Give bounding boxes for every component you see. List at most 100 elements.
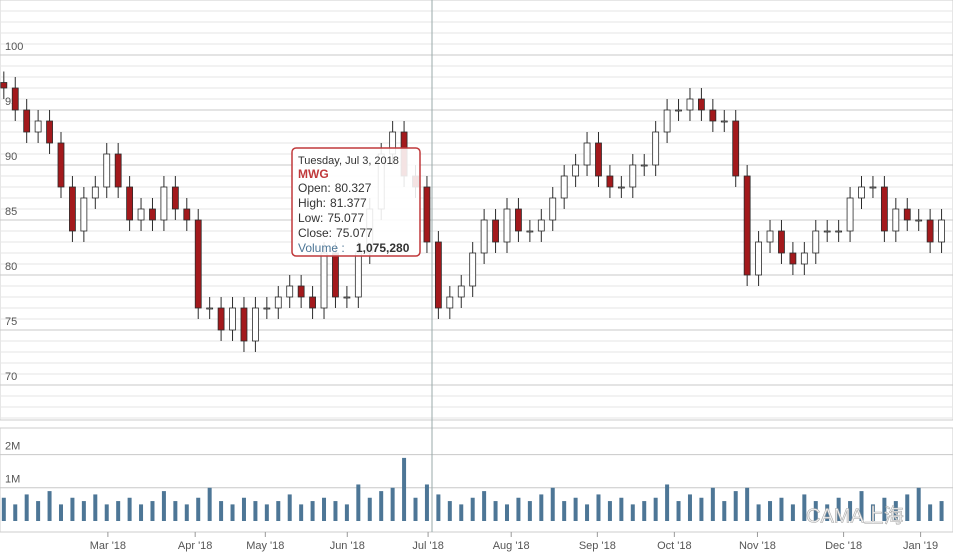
y2-tick-label: 1M: [5, 474, 20, 486]
volume-bar: [287, 494, 292, 521]
volume-bar: [539, 494, 544, 521]
tooltip-symbol: MWG: [298, 167, 329, 181]
x-tick-label: May '18: [246, 540, 284, 552]
volume-bar: [836, 497, 841, 521]
y2-tick-label: 2M: [5, 440, 20, 452]
tooltip-box: [291, 147, 421, 257]
watermark: CAMA上海: [806, 504, 904, 527]
candle-body: [263, 307, 271, 310]
y-tick-label: 90: [5, 151, 17, 163]
candle-body: [91, 186, 99, 199]
volume-bar: [916, 487, 921, 521]
candle-body: [469, 252, 477, 287]
volume-bar: [58, 504, 63, 521]
volume-bar: [516, 497, 521, 521]
y-tick-label: 100: [5, 41, 23, 53]
candle-body: [34, 120, 42, 133]
candle-body: [274, 296, 282, 309]
volume-bar: [653, 497, 658, 521]
candle-body: [926, 219, 934, 243]
volume-bar: [207, 487, 212, 521]
candle-body: [549, 197, 557, 221]
candle-body: [183, 208, 191, 221]
tooltip-volume-value: 1,075,280: [356, 241, 410, 255]
candle-body: [492, 219, 499, 243]
volume-bar: [253, 501, 258, 521]
volume-bar: [70, 497, 75, 521]
volume-bar: [36, 501, 41, 521]
candle-body: [652, 131, 660, 166]
volume-bar: [24, 494, 29, 521]
candle-body: [869, 186, 877, 189]
candle-body: [743, 175, 751, 276]
tooltip-row-value: 81.377: [330, 196, 367, 210]
candle-body: [423, 186, 431, 243]
volume-bar: [676, 501, 681, 521]
tooltip-date: Tuesday, Jul 3, 2018: [298, 155, 399, 167]
volume-bar: [939, 501, 944, 521]
volume-bar: [733, 491, 738, 521]
candle-body: [434, 241, 442, 309]
candle-body: [80, 197, 88, 232]
volume-bar: [436, 494, 441, 521]
candle-body: [698, 98, 705, 111]
candle-body: [11, 87, 19, 111]
candle-body: [858, 186, 865, 199]
y-tick-label: 70: [5, 371, 17, 383]
volume-bar: [333, 501, 338, 521]
volume-bar: [81, 501, 86, 521]
x-tick-label: Jan '19: [903, 540, 938, 552]
candle-body: [766, 230, 774, 243]
volume-bar: [779, 497, 784, 521]
candle-body: [286, 285, 294, 298]
volume-bar: [790, 504, 795, 521]
volume-bar: [905, 494, 910, 521]
candle-body: [457, 285, 465, 298]
candle-body: [297, 285, 305, 298]
candle-body: [778, 230, 785, 254]
candle-body: [640, 164, 648, 167]
candle-body: [46, 120, 53, 144]
volume-bar: [585, 504, 590, 521]
candle-body: [354, 252, 362, 298]
candle-body: [709, 109, 717, 122]
volume-bar: [527, 501, 532, 521]
x-tick-label: Mar '18: [90, 540, 126, 552]
candle-body: [332, 252, 339, 298]
volume-bar: [276, 501, 281, 521]
candle-body: [343, 296, 351, 299]
candle-body: [583, 142, 591, 166]
tooltip-row-value: 75.077: [327, 211, 364, 225]
volume-bar: [173, 501, 178, 521]
volume-bar: [482, 491, 487, 521]
tooltip-row-value: 75.077: [336, 226, 373, 240]
candle-body: [812, 230, 820, 254]
volume-bar: [356, 484, 361, 521]
candle-body: [137, 208, 145, 221]
candle-body: [240, 307, 248, 342]
x-tick-label: Apr '18: [178, 540, 213, 552]
volume-bar: [470, 497, 475, 521]
volume-bar: [264, 504, 269, 521]
candle-body: [617, 186, 625, 189]
candle-body: [229, 307, 236, 331]
y-tick-label: 75: [5, 316, 17, 328]
volume-bar: [424, 484, 429, 521]
x-tick-label: Jun '18: [330, 540, 365, 552]
volume-bar: [665, 484, 670, 521]
candle-body: [160, 186, 168, 221]
volume-bar: [562, 501, 567, 521]
volume-bar: [687, 494, 692, 521]
tooltip-row-label: High:: [298, 196, 326, 210]
volume-bar: [379, 491, 384, 521]
candle-body: [823, 230, 831, 233]
candle-body: [194, 219, 202, 309]
x-tick-label: Oct '18: [657, 540, 692, 552]
tooltip: Tuesday, Jul 3, 2018 MWG Open: 80.327 High…: [291, 147, 421, 257]
price-panel: [0, 0, 953, 421]
volume-bar: [768, 501, 773, 521]
candle-body: [57, 142, 65, 188]
volume-bar: [745, 487, 750, 521]
x-tick-label: Aug '18: [493, 540, 530, 552]
